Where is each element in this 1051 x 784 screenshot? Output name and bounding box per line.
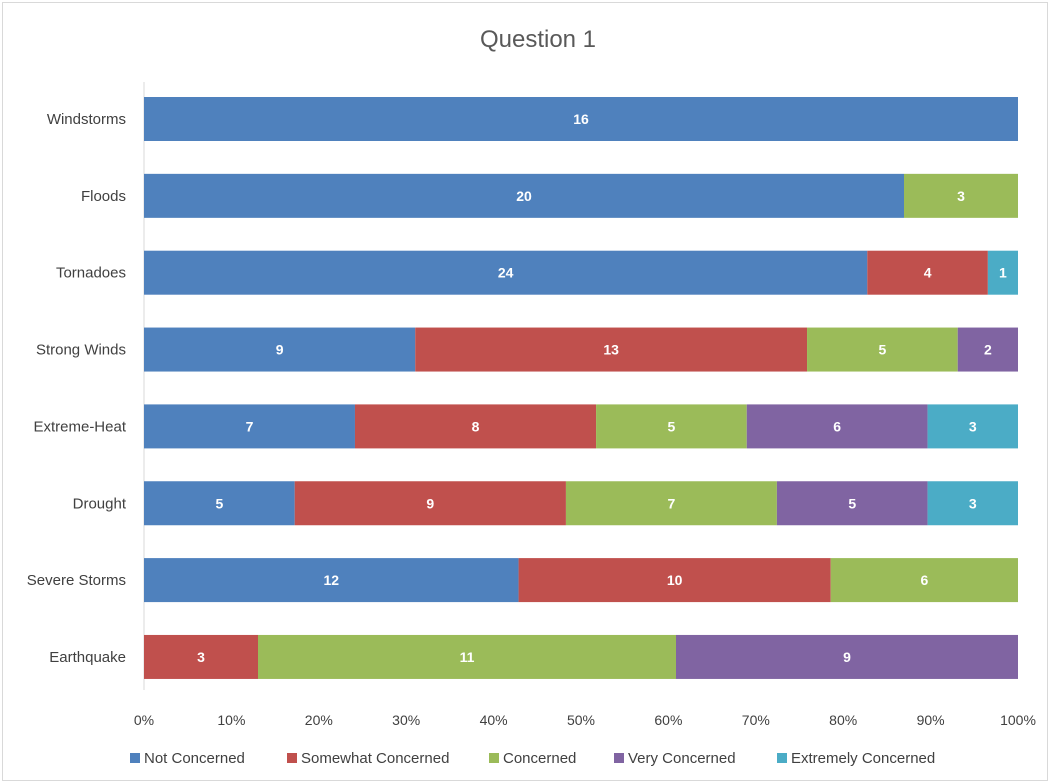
bar-segment <box>144 250 868 295</box>
category-label: Strong Winds <box>36 342 126 359</box>
legend-swatch <box>130 753 140 763</box>
bar-segment <box>867 250 988 295</box>
legend-swatch <box>489 753 499 763</box>
legend-swatch <box>777 753 787 763</box>
legend-label: Extremely Concerned <box>791 750 935 767</box>
bar-segment <box>294 481 566 526</box>
data-label: 9 <box>843 649 851 665</box>
bar-segment <box>987 250 1018 295</box>
x-tick-label: 70% <box>742 712 770 728</box>
x-tick-label: 60% <box>654 712 682 728</box>
bar-segment <box>518 558 831 603</box>
legend-label: Not Concerned <box>144 750 245 767</box>
data-label: 2 <box>984 342 992 358</box>
data-label: 9 <box>276 342 284 358</box>
legend-label: Very Concerned <box>628 750 736 767</box>
data-label: 5 <box>848 495 856 511</box>
category-label: Severe Storms <box>27 572 126 589</box>
bar-segment <box>144 404 355 449</box>
data-label: 5 <box>215 495 223 511</box>
data-label: 16 <box>573 111 589 127</box>
bar-segment <box>144 558 519 603</box>
legend-label: Concerned <box>503 750 576 767</box>
x-tick-label: 20% <box>305 712 333 728</box>
data-label: 24 <box>498 265 514 281</box>
data-label: 4 <box>924 265 932 281</box>
legend-label: Somewhat Concerned <box>301 750 449 767</box>
category-label: Extreme-Heat <box>33 418 126 435</box>
bar-segment <box>957 327 1018 372</box>
bar-segment <box>354 404 597 449</box>
bar-segment <box>565 481 777 526</box>
data-label: 13 <box>603 342 619 358</box>
data-label: 1 <box>999 265 1007 281</box>
category-label: Tornadoes <box>56 265 126 282</box>
data-label: 6 <box>833 418 841 434</box>
x-tick-label: 10% <box>217 712 245 728</box>
data-label: 5 <box>668 418 676 434</box>
chart-title: Question 1 <box>480 26 596 53</box>
bar-segment <box>676 634 1018 679</box>
data-label: 5 <box>878 342 886 358</box>
bar-segment <box>904 173 1018 218</box>
data-label: 3 <box>957 188 965 204</box>
bar-segment <box>596 404 747 449</box>
data-label: 10 <box>667 572 683 588</box>
bar-segment <box>144 97 1018 141</box>
x-tick-label: 50% <box>567 712 595 728</box>
bar-segment <box>144 634 258 679</box>
bar-segment <box>776 481 928 526</box>
bar-segment <box>746 404 928 449</box>
bar-segment <box>927 481 1018 526</box>
bar-segment <box>258 634 676 679</box>
x-tick-label: 90% <box>917 712 945 728</box>
bar-segment <box>144 327 416 372</box>
x-tick-label: 80% <box>829 712 857 728</box>
bar-segment <box>830 558 1018 603</box>
data-label: 7 <box>668 495 676 511</box>
data-label: 11 <box>460 649 475 665</box>
data-label: 3 <box>197 649 205 665</box>
bar-segment <box>415 327 808 372</box>
x-tick-label: 100% <box>1000 712 1036 728</box>
bar-segment <box>144 481 295 526</box>
data-label: 8 <box>472 418 480 434</box>
category-label: Drought <box>73 495 127 512</box>
bar-segment <box>807 327 958 372</box>
data-label: 20 <box>516 188 532 204</box>
category-label: Windstorms <box>47 111 126 128</box>
x-tick-label: 40% <box>480 712 508 728</box>
data-label: 12 <box>323 572 339 588</box>
bar-segment <box>927 404 1018 449</box>
category-label: Floods <box>81 188 126 205</box>
bar-segment <box>144 173 904 218</box>
data-label: 7 <box>246 418 254 434</box>
x-tick-label: 30% <box>392 712 420 728</box>
category-label: Earthquake <box>49 649 126 666</box>
data-label: 6 <box>920 572 928 588</box>
legend-swatch <box>614 753 624 763</box>
data-label: 3 <box>969 418 977 434</box>
legend-swatch <box>287 753 297 763</box>
data-label: 9 <box>426 495 434 511</box>
x-tick-label: 0% <box>134 712 154 728</box>
data-label: 3 <box>969 495 977 511</box>
